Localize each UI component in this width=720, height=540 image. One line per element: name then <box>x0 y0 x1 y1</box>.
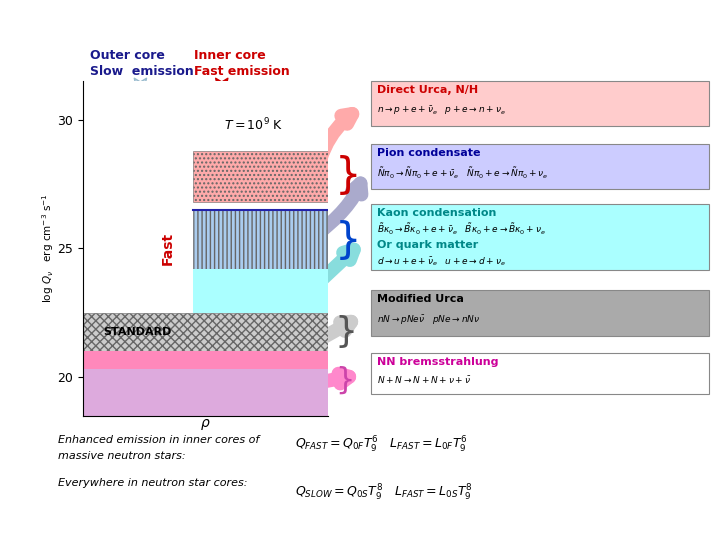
FancyBboxPatch shape <box>371 204 709 270</box>
FancyBboxPatch shape <box>371 80 709 126</box>
Text: Fast: Fast <box>161 232 174 265</box>
Text: Modified Urca: Modified Urca <box>377 294 464 304</box>
Text: $n \rightarrow p+e+\bar{\nu}_e$   $p+e \rightarrow n+\nu_e$: $n \rightarrow p+e+\bar{\nu}_e$ $p+e \ri… <box>377 104 505 117</box>
Text: Neutrino Emission Processes in Neutron Star Cores: Neutrino Emission Processes in Neutron S… <box>0 4 720 31</box>
Text: $\tilde{B}\kappa_0 \rightarrow \tilde{B}\kappa_0+e+\bar{\nu}_e$   $\tilde{B}\kap: $\tilde{B}\kappa_0 \rightarrow \tilde{B}… <box>377 221 545 237</box>
FancyBboxPatch shape <box>371 144 709 189</box>
Text: $\tilde{N}\pi_0 \rightarrow \tilde{N}\pi_0+e+\bar{\nu}_e$   $\tilde{N}\pi_0+e \r: $\tilde{N}\pi_0 \rightarrow \tilde{N}\pi… <box>377 166 548 181</box>
Bar <box>193 210 328 269</box>
Text: $nN \rightarrow pNe\bar{\nu}$   $pNe \rightarrow nN\nu$: $nN \rightarrow pNe\bar{\nu}$ $pNe \righ… <box>377 313 480 326</box>
Text: Enhanced emission in inner cores of: Enhanced emission in inner cores of <box>58 435 259 445</box>
Text: $Q_{SLOW} = Q_{0S}T_9^8$   $L_{FAST} = L_{0S}T_9^8$: $Q_{SLOW} = Q_{0S}T_9^8$ $L_{FAST} = L_{… <box>295 483 473 503</box>
Text: STANDARD: STANDARD <box>104 327 172 337</box>
Text: Pion condensate: Pion condensate <box>377 148 480 158</box>
Text: massive neutron stars:: massive neutron stars: <box>58 451 185 461</box>
Bar <box>193 151 328 202</box>
Text: NN bremsstrahlung: NN bremsstrahlung <box>377 357 498 367</box>
Bar <box>83 369 328 416</box>
Text: Direct Urca, N/H: Direct Urca, N/H <box>377 85 477 94</box>
Bar <box>83 313 328 352</box>
Bar <box>193 269 328 313</box>
Text: Everywhere in neutron star cores:: Everywhere in neutron star cores: <box>58 478 247 488</box>
Text: $T = 10^9\ \mathrm{K}$: $T = 10^9\ \mathrm{K}$ <box>225 117 284 133</box>
Text: }: } <box>335 220 361 262</box>
Text: $Q_{FAST} = Q_{0F}T_9^6$   $L_{FAST} = L_{0F}T_9^6$: $Q_{FAST} = Q_{0F}T_9^6$ $L_{FAST} = L_{… <box>295 435 468 455</box>
Text: Inner core: Inner core <box>194 49 266 62</box>
Text: Kaon condensation: Kaon condensation <box>377 208 496 218</box>
Text: }: } <box>335 315 369 349</box>
X-axis label: $\rho$: $\rho$ <box>200 417 210 432</box>
Text: Outer core: Outer core <box>90 49 165 62</box>
Text: }: } <box>335 156 361 197</box>
Text: Or quark matter: Or quark matter <box>377 240 478 250</box>
FancyBboxPatch shape <box>371 353 709 394</box>
FancyBboxPatch shape <box>371 290 709 335</box>
Bar <box>83 352 328 369</box>
Text: $N+N \rightarrow N+N+\nu+\bar{\nu}$: $N+N \rightarrow N+N+\nu+\bar{\nu}$ <box>377 374 471 385</box>
Y-axis label: log $Q_{\nu}$   erg cm$^{-3}$ s$^{-1}$: log $Q_{\nu}$ erg cm$^{-3}$ s$^{-1}$ <box>40 193 56 303</box>
Text: Slow  emission: Slow emission <box>90 65 194 78</box>
Text: }: } <box>335 365 354 394</box>
Text: Fast emission: Fast emission <box>194 65 290 78</box>
Text: $d \rightarrow u+e+\bar{\nu}_e$   $u+e \rightarrow d+\nu_e$: $d \rightarrow u+e+\bar{\nu}_e$ $u+e \ri… <box>377 256 505 268</box>
